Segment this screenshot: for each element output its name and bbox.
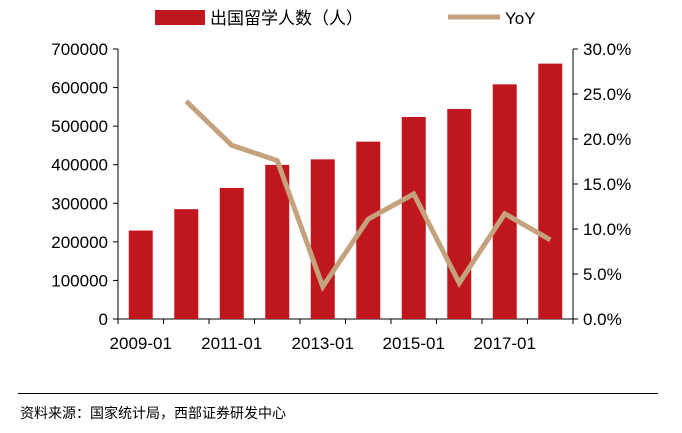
y-left-tick-label: 300000: [51, 194, 108, 213]
y-right-tick-label: 5.0%: [583, 265, 622, 284]
bar: [538, 63, 563, 319]
bar: [401, 117, 426, 319]
legend-bar-swatch: [155, 10, 205, 25]
yoy-line: [184, 99, 552, 293]
y-left-tick-label: 0: [99, 310, 108, 329]
bar: [310, 159, 335, 319]
y-left-tick-label: 400000: [51, 156, 108, 175]
y-right-tick-label: 0.0%: [583, 310, 622, 329]
y-left-tick-label: 100000: [51, 271, 108, 290]
y-left-tick-label: 700000: [51, 40, 108, 59]
x-tick-label: 2009-01: [110, 334, 172, 353]
y-right-tick-label: 15.0%: [583, 175, 631, 194]
x-tick-label: 2015-01: [383, 334, 445, 353]
x-tick-label: 2017-01: [474, 334, 536, 353]
y-left-tick-label: 200000: [51, 233, 108, 252]
x-tick-label: 2011-01: [201, 334, 262, 353]
x-tick-label: 2013-01: [292, 334, 354, 353]
legend-line-label: YoY: [505, 9, 536, 28]
legend-bar-label: 出国留学人数（人）: [210, 9, 363, 28]
y-left-tick-label: 600000: [51, 79, 108, 98]
bar: [174, 209, 199, 319]
bar: [265, 164, 290, 319]
y-right-tick-label: 30.0%: [583, 40, 631, 59]
y-right-tick-label: 25.0%: [583, 85, 631, 104]
combo-chart: 0 100000 200000 300000 400000 500000 600000 700…: [51, 9, 631, 353]
bar: [492, 84, 517, 320]
bar: [219, 187, 244, 319]
source-divider: [18, 393, 658, 394]
source-note: 资料来源：国家统计局，西部证券研发中心: [20, 406, 286, 422]
y-right-tick-label: 20.0%: [583, 130, 631, 149]
y-left-tick-label: 500000: [51, 117, 108, 136]
y-right-tick-label: 10.0%: [583, 220, 631, 239]
bar: [128, 230, 153, 319]
